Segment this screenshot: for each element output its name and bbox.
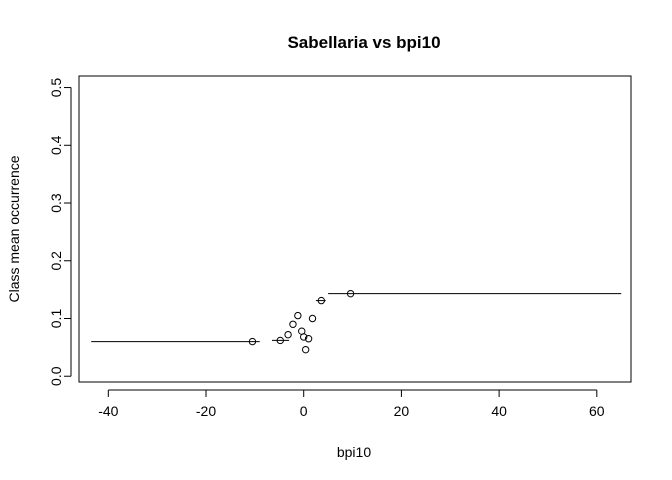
- data-point: [276, 336, 284, 345]
- data-point: [308, 314, 317, 323]
- x-tick-label: -20: [196, 403, 216, 419]
- data-point: [301, 345, 310, 354]
- data-point: [294, 311, 302, 320]
- step-segments: [91, 293, 622, 343]
- data-point: [289, 320, 297, 328]
- x-tick-label: 0: [300, 403, 308, 419]
- x-tick-label: 60: [589, 403, 605, 419]
- data-points: [248, 289, 355, 354]
- chart-title: Sabellaria vs bpi10: [287, 33, 440, 52]
- x-axis-label: bpi10: [337, 444, 371, 460]
- data-point: [317, 296, 325, 305]
- y-tick-label: 0.5: [48, 78, 64, 98]
- y-tick-label: 0.2: [48, 251, 64, 271]
- y-tick-label: 0.0: [48, 366, 64, 386]
- data-point: [346, 289, 355, 298]
- plot-area-border: [78, 75, 632, 383]
- x-axis: -40 -20 0 20 40 60: [98, 389, 605, 419]
- data-point: [284, 330, 292, 339]
- x-tick-label: -40: [98, 403, 118, 419]
- data-point: [304, 334, 313, 343]
- x-tick-label: 40: [491, 403, 507, 419]
- y-tick-label: 0.4: [48, 135, 64, 155]
- data-point: [300, 333, 308, 341]
- y-axis: 0.0 0.1 0.2 0.3 0.4 0.5: [48, 78, 72, 386]
- y-tick-label: 0.3: [48, 193, 64, 213]
- x-tick-label: 20: [394, 403, 410, 419]
- y-axis-label: Class mean occurrence: [6, 155, 22, 302]
- data-point: [248, 337, 257, 346]
- y-tick-label: 0.1: [48, 309, 64, 329]
